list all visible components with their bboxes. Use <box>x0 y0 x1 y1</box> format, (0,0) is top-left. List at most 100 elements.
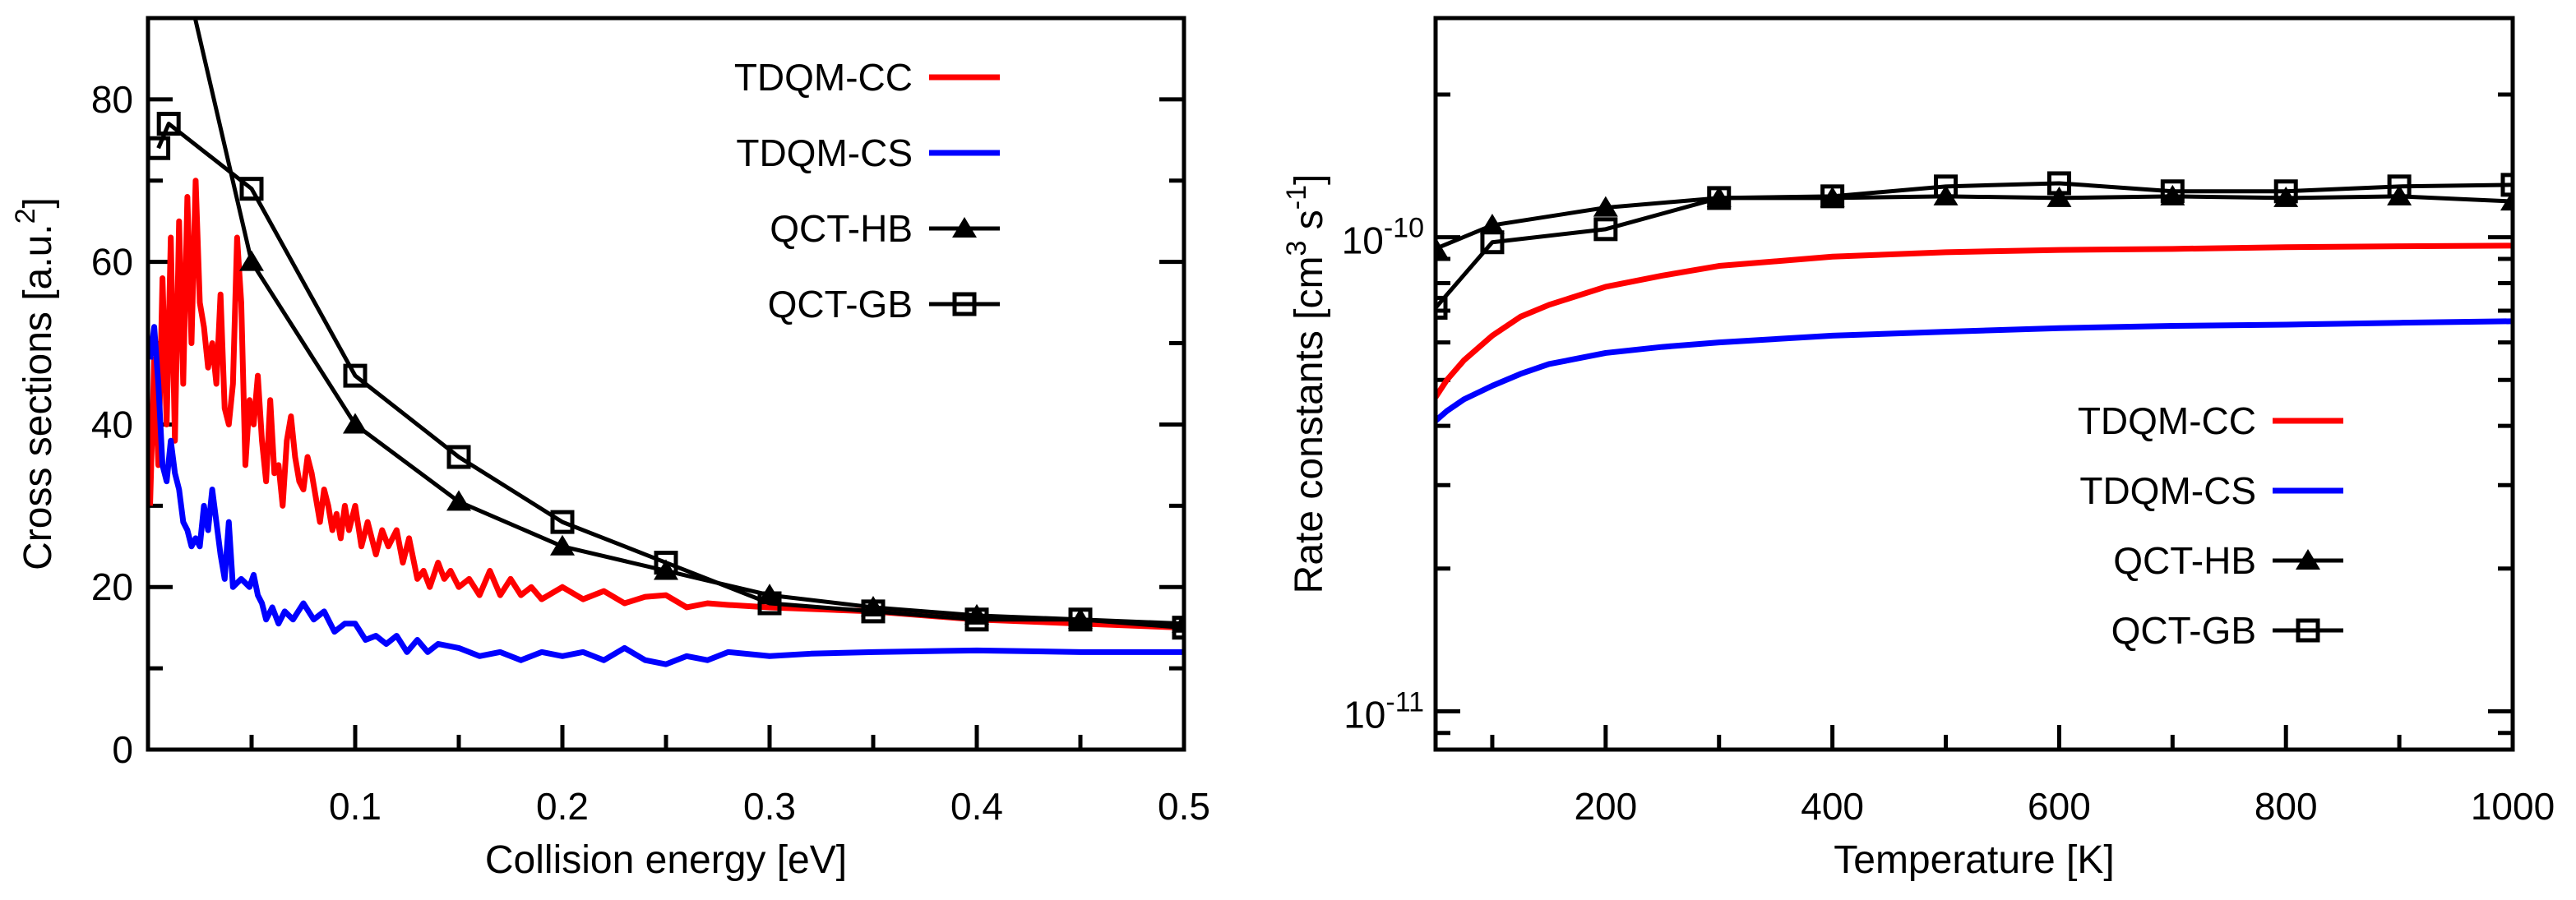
data-point-qct-gb-square-icon <box>757 591 782 616</box>
y-tick-label: 0 <box>112 728 133 771</box>
data-point-qct-gb-square-icon <box>343 363 368 388</box>
legend-marker-square-icon <box>952 292 977 316</box>
data-point-qct-gb-square-icon <box>1068 607 1093 632</box>
y-axis-label-superscript: 3 <box>1281 241 1312 256</box>
x-tick-label: 800 <box>2255 785 2318 828</box>
data-point-qct-hb-triangle-icon <box>1593 196 1618 217</box>
data-point-qct-gb-square-icon <box>1593 217 1618 242</box>
plot-frame <box>146 16 1186 752</box>
data-point-qct-hb-triangle-icon <box>1436 237 1448 258</box>
x-tick-label: 0.2 <box>536 785 589 828</box>
data-point-qct-hb-triangle-icon <box>550 534 575 556</box>
legend-marker-square-icon <box>2296 618 2320 643</box>
data-point-qct-gb-square-icon <box>2387 174 2412 199</box>
x-tick-label: 0.5 <box>1158 785 1210 828</box>
y-tick-label: 10-10 <box>1342 213 1424 262</box>
legend-label: QCT-GB <box>768 283 913 325</box>
legend-marker-triangle-icon <box>2296 549 2320 570</box>
series-line-tdqm-cs <box>1436 318 2513 423</box>
data-point-qct-gb-square-icon <box>156 112 181 136</box>
y-tick-label: 10-11 <box>1343 686 1424 736</box>
data-point-qct-hb-triangle-icon <box>654 559 678 580</box>
data-point-qct-gb-square-icon <box>1934 174 1959 199</box>
ticks <box>148 97 1184 750</box>
series-line-tdqm-cc <box>148 178 1184 631</box>
legend-label: TDQM-CC <box>734 56 913 99</box>
x-tick-label: 200 <box>1574 785 1637 828</box>
series-line-tdqm-cc <box>1436 242 2513 399</box>
legend-item: QCT-GB <box>2111 609 2343 652</box>
legend-label: TDQM-CS <box>2079 469 2256 512</box>
data-point-qct-gb-square-icon <box>2046 171 2071 196</box>
legend-item: QCT-GB <box>768 283 1000 325</box>
y-tick-label-exponent: -11 <box>1385 686 1424 718</box>
legend-label: TDQM-CC <box>2078 399 2256 442</box>
y-axis-label-superscript: 2 <box>10 208 41 224</box>
legend-label: QCT-GB <box>2111 609 2256 652</box>
data-point-qct-gb-square-icon <box>654 551 678 575</box>
x-axis-label: Collision energy [eV] <box>485 838 847 882</box>
legend-label: TDQM-CS <box>736 132 913 174</box>
y-axis-label: Cross sections [a.u.2] <box>10 197 60 570</box>
legend-marker-triangle-icon <box>952 217 977 238</box>
x-tick-label: 0.4 <box>950 785 1003 828</box>
legend-item: TDQM-CS <box>736 132 1000 174</box>
x-tick-label: 0.3 <box>743 785 796 828</box>
y-tick-label-base: 10 <box>1343 693 1385 736</box>
data-point-qct-hb-triangle-icon <box>343 413 368 434</box>
data-point-qct-gb-square-icon <box>2500 173 2513 197</box>
data-point-qct-hb-triangle-icon <box>239 250 264 271</box>
x-tick-label: 600 <box>2028 785 2091 828</box>
plot-area <box>1436 171 2513 423</box>
x-tick-label: 400 <box>1801 785 1864 828</box>
data-point-qct-gb-square-icon <box>2160 179 2185 204</box>
data-point-qct-gb-square-icon <box>964 607 989 632</box>
x-axis-label: Temperature [K] <box>1834 838 2114 882</box>
y-axis-label: Rate constants [cm3 s-1] <box>1281 174 1331 594</box>
y-tick-label: 20 <box>91 565 133 608</box>
series-line-qct-gb <box>156 122 1184 630</box>
y-axis-label-text: ] <box>1288 174 1331 185</box>
y-axis-label-superscript: -1 <box>1281 185 1312 210</box>
data-point-qct-gb-square-icon <box>1436 295 1448 320</box>
data-point-qct-hb-triangle-icon <box>1479 214 1505 235</box>
data-point-qct-gb-square-icon <box>1172 616 1184 640</box>
data-point-qct-gb-square-icon <box>1480 230 1505 255</box>
x-tick-label: 0.1 <box>329 785 382 828</box>
y-tick-label: 60 <box>91 241 133 284</box>
ticks <box>1436 92 2513 750</box>
cross-section-chart: 0.1 0.2 0.3 0.4 0.5 0 20 40 60 80 Collision energy… <box>10 16 1210 882</box>
legend-item: TDQM-CC <box>734 56 1000 99</box>
y-tick-label-base: 10 <box>1342 219 1384 262</box>
plot-frame <box>1433 16 2515 752</box>
data-point-qct-gb-square-icon <box>550 510 575 534</box>
legend: TDQM-CC TDQM-CS QCT-HB QCT-GB <box>734 56 1000 325</box>
legend-item: QCT-HB <box>2113 539 2343 582</box>
data-point-qct-gb-square-icon <box>861 599 886 624</box>
data-point-qct-hb-triangle-icon <box>2046 186 2072 207</box>
data-point-qct-gb-square-icon <box>2273 179 2298 204</box>
legend-item: TDQM-CC <box>2078 399 2343 442</box>
y-axis-label-text: ] <box>16 197 60 208</box>
y-tick-label-exponent: -10 <box>1384 213 1424 244</box>
y-axis-label-text: Cross sections [a.u. <box>16 224 60 570</box>
y-tick-label: 80 <box>91 78 133 121</box>
x-tick-label: 1000 <box>2471 785 2555 828</box>
data-point-qct-gb-square-icon <box>446 445 471 469</box>
y-tick-label: 40 <box>91 403 133 445</box>
legend-label: QCT-HB <box>2113 539 2256 582</box>
series-line-qct-gb <box>1436 181 2513 310</box>
legend: TDQM-CC TDQM-CS QCT-HB QCT-GB <box>2078 399 2343 652</box>
legend-item: QCT-HB <box>770 207 1000 250</box>
data-point-qct-hb-triangle-icon <box>446 490 471 511</box>
data-point-qct-gb-square-icon <box>239 177 264 201</box>
y-axis-label-text: s <box>1288 210 1331 240</box>
legend-item: TDQM-CS <box>2079 469 2343 512</box>
series-line-tdqm-cs <box>148 324 1184 667</box>
plot-area <box>148 18 1184 667</box>
data-point-qct-gb-square-icon <box>1707 186 1732 210</box>
data-point-qct-gb-square-icon <box>1820 184 1845 209</box>
y-axis-label-text: Rate constants [cm <box>1288 256 1331 594</box>
